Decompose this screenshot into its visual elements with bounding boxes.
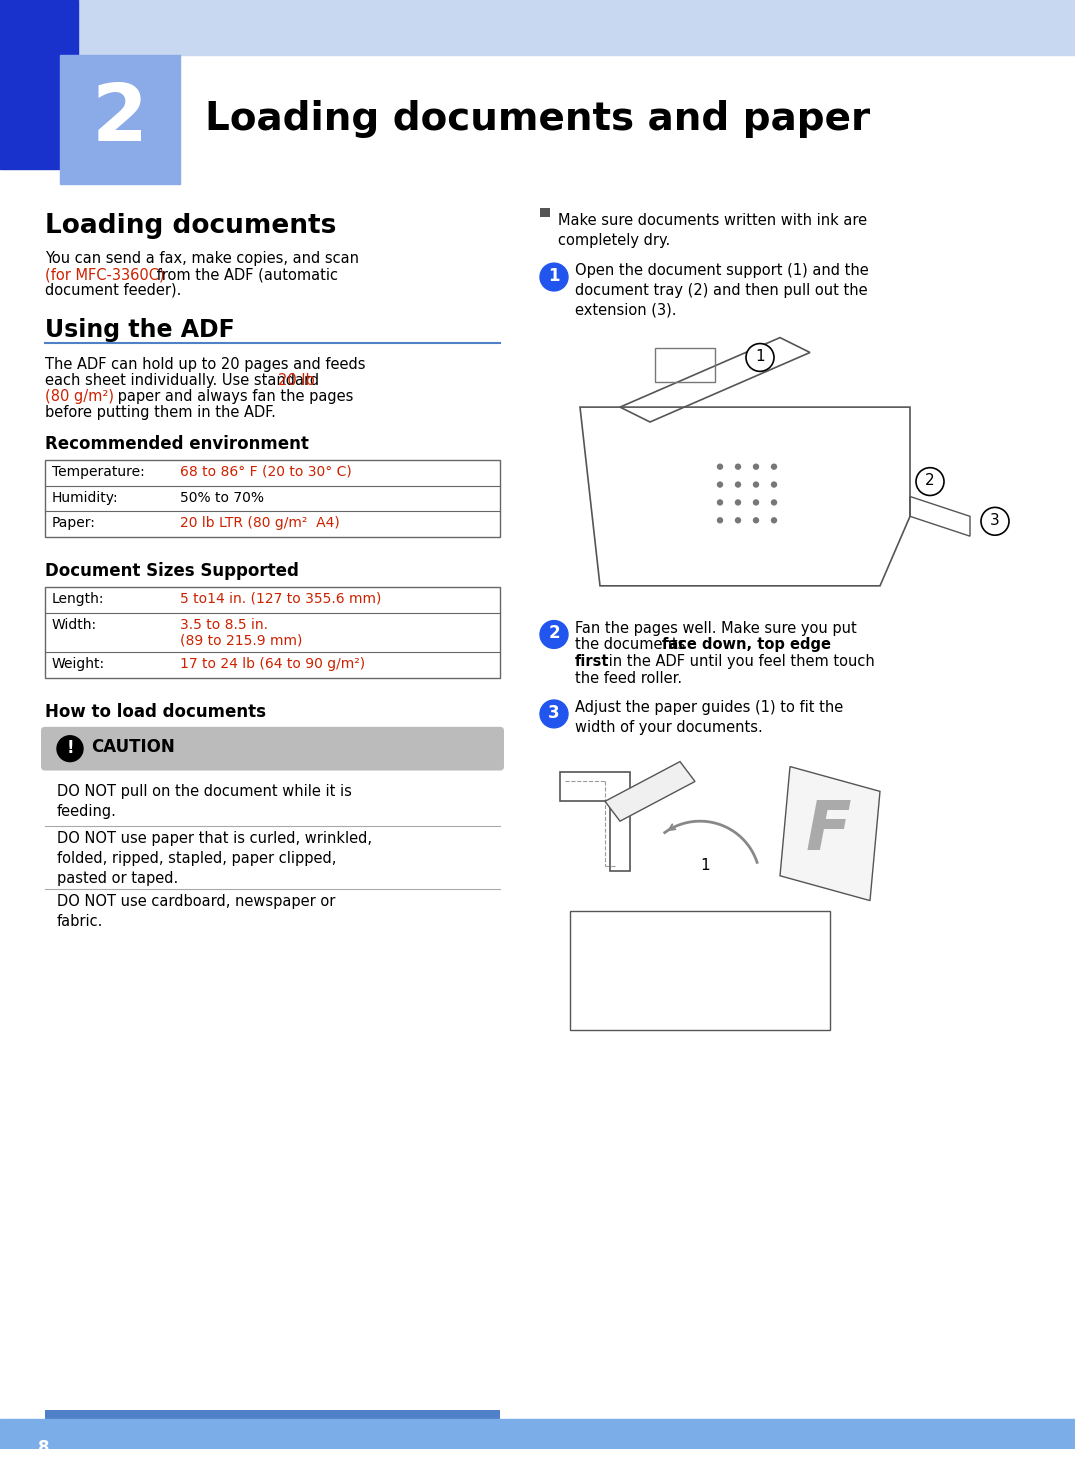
Text: 5 to14 in. (127 to 355.6 mm): 5 to14 in. (127 to 355.6 mm) [180,592,382,605]
Text: first: first [575,654,610,670]
Circle shape [754,518,759,522]
Text: (80 g/m²): (80 g/m²) [45,390,114,404]
Circle shape [717,481,722,487]
Polygon shape [605,762,696,821]
Text: 20 lb: 20 lb [278,374,315,388]
Text: 17 to 24 lb (64 to 90 g/m²): 17 to 24 lb (64 to 90 g/m²) [180,658,366,671]
Text: 1: 1 [548,267,560,285]
Text: document feeder).: document feeder). [45,283,182,298]
Circle shape [772,464,776,470]
Circle shape [540,700,568,728]
Text: 1: 1 [700,858,710,874]
Text: !: ! [67,738,74,757]
Text: Width:: Width: [52,617,97,632]
Circle shape [540,263,568,290]
Circle shape [772,518,776,522]
Text: Adjust the paper guides (1) to fit the
width of your documents.: Adjust the paper guides (1) to fit the w… [575,700,843,735]
Circle shape [735,481,741,487]
Text: DO NOT use cardboard, newspaper or
fabric.: DO NOT use cardboard, newspaper or fabri… [57,894,335,929]
Text: 2: 2 [548,624,560,642]
Text: Loading documents: Loading documents [45,213,336,239]
Circle shape [754,500,759,505]
Text: DO NOT use paper that is curled, wrinkled,
folded, ripped, stapled, paper clippe: DO NOT use paper that is curled, wrinkle… [57,832,372,886]
Circle shape [754,481,759,487]
Bar [45,1409,500,1420]
Text: 3: 3 [548,703,560,722]
Text: Loading documents and paper: Loading documents and paper [205,101,870,139]
Bar [60,54,180,184]
Circle shape [735,464,741,470]
FancyBboxPatch shape [41,727,504,770]
Circle shape [717,464,722,470]
Text: face down, top edge: face down, top edge [662,638,831,652]
Text: Make sure documents written with ink are
completely dry.: Make sure documents written with ink are… [558,213,868,248]
Circle shape [754,464,759,470]
Text: each sheet individually. Use standard: each sheet individually. Use standard [45,374,324,388]
Text: 50% to 70%: 50% to 70% [180,490,264,505]
Text: Open the document support (1) and the
document tray (2) and then pull out the
ex: Open the document support (1) and the do… [575,263,869,318]
Text: Length:: Length: [52,592,104,605]
Circle shape [57,735,83,762]
Text: Weight:: Weight: [52,658,105,671]
Text: Temperature:: Temperature: [52,465,145,479]
Text: 8: 8 [38,1439,49,1456]
Text: Using the ADF: Using the ADF [45,318,234,341]
Bar [0,1420,1075,1449]
Text: before putting them in the ADF.: before putting them in the ADF. [45,406,276,420]
Text: 68 to 86° F (20 to 30° C): 68 to 86° F (20 to 30° C) [180,465,352,479]
Bar [540,207,550,217]
Text: DO NOT pull on the document while it is
feeding.: DO NOT pull on the document while it is … [57,785,352,818]
Bar [655,347,715,382]
Bar [45,460,500,537]
Text: Recommended environment: Recommended environment [45,435,309,452]
Text: Fan the pages well. Make sure you put: Fan the pages well. Make sure you put [575,620,857,636]
Text: Humidity:: Humidity: [52,490,118,505]
Circle shape [772,500,776,505]
Circle shape [916,468,944,496]
Text: the feed roller.: the feed roller. [575,671,683,686]
Text: paper and always fan the pages: paper and always fan the pages [113,390,354,404]
Text: from the ADF (automatic: from the ADF (automatic [152,267,338,282]
Bar [45,587,500,678]
Circle shape [981,508,1009,535]
Text: 1: 1 [755,349,764,363]
Text: CAUTION: CAUTION [91,738,175,756]
Bar [0,0,78,169]
Text: 3.5 to 8.5 in.
(89 to 215.9 mm): 3.5 to 8.5 in. (89 to 215.9 mm) [180,617,302,648]
Circle shape [746,343,774,372]
Text: F: F [805,798,850,864]
Bar [0,0,1075,54]
Circle shape [735,518,741,522]
Text: Document Sizes Supported: Document Sizes Supported [45,562,299,581]
Text: in the ADF until you feel them touch: in the ADF until you feel them touch [604,654,875,670]
Text: 3: 3 [990,512,1000,528]
Text: Paper:: Paper: [52,516,96,530]
Circle shape [717,518,722,522]
Text: 2: 2 [926,473,935,489]
Text: You can send a fax, make copies, and scan: You can send a fax, make copies, and sca… [45,251,359,266]
Text: (for MFC-3360C): (for MFC-3360C) [45,267,164,282]
Circle shape [735,500,741,505]
Circle shape [540,620,568,648]
Text: the documents: the documents [575,638,690,652]
Circle shape [772,481,776,487]
Text: The ADF can hold up to 20 pages and feeds: The ADF can hold up to 20 pages and feed… [45,357,366,372]
Text: How to load documents: How to load documents [45,703,266,721]
Polygon shape [780,766,880,900]
Text: 2: 2 [92,80,148,158]
Circle shape [717,500,722,505]
Text: 20 lb LTR (80 g/m²  A4): 20 lb LTR (80 g/m² A4) [180,516,340,530]
